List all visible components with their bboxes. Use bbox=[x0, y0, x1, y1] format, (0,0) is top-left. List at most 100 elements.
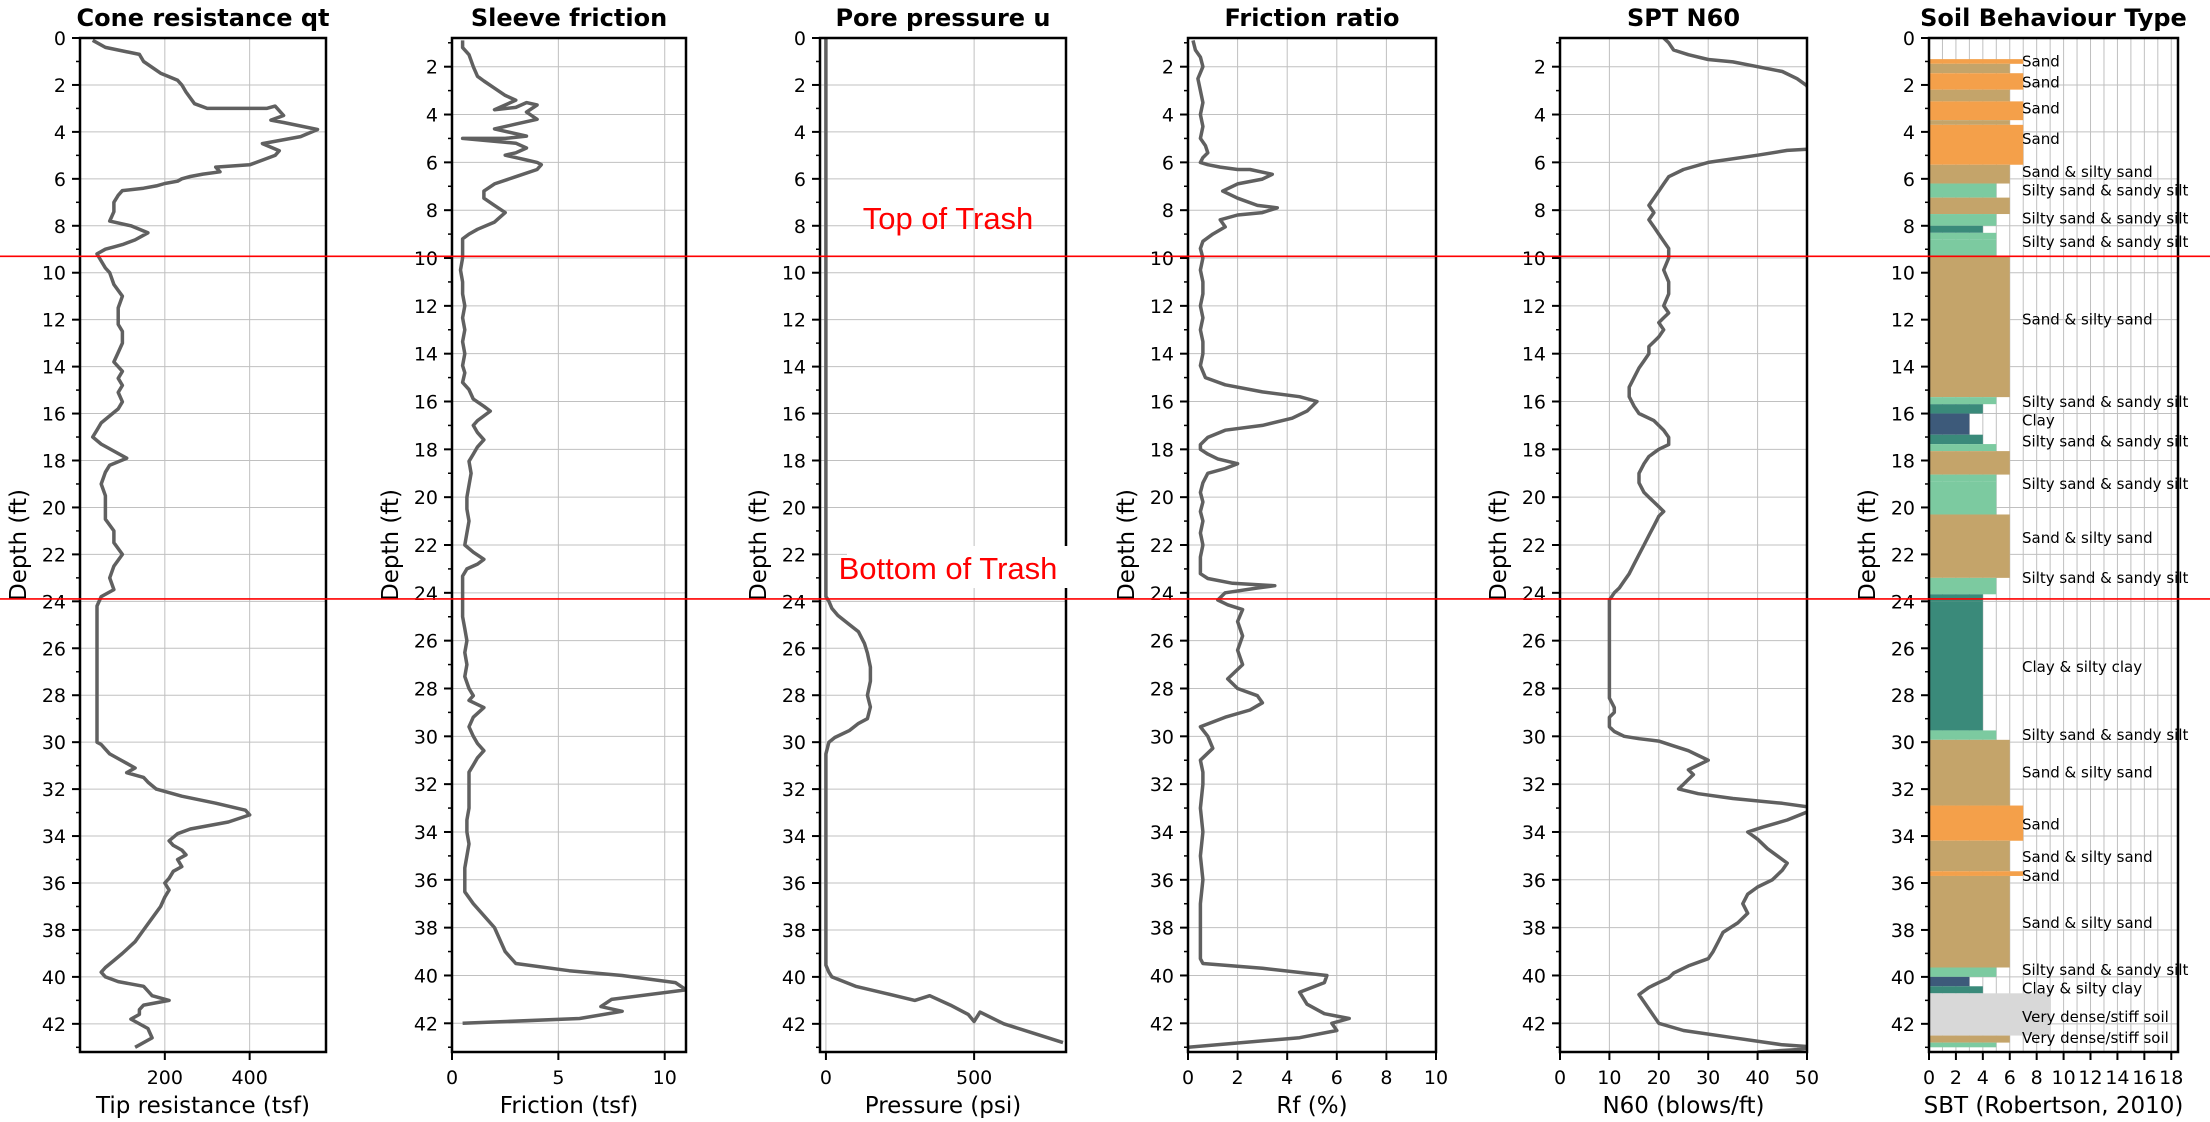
y-tick-label: 26 bbox=[782, 638, 806, 660]
y-tick-label: 12 bbox=[414, 296, 438, 318]
y-tick-label: 2 bbox=[794, 75, 806, 97]
y-tick-label: 32 bbox=[1522, 774, 1546, 796]
sbt-bar bbox=[1929, 976, 1970, 987]
x-tick-label: 500 bbox=[956, 1067, 992, 1089]
sbt-label: Sand bbox=[2022, 74, 2060, 92]
x-tick-label: 40 bbox=[1746, 1067, 1770, 1089]
y-tick-label: 26 bbox=[1150, 631, 1174, 653]
sbt-label: Sand & silty sand bbox=[2022, 764, 2153, 782]
sbt-bar bbox=[1929, 397, 1997, 405]
y-tick-label: 40 bbox=[1150, 965, 1174, 987]
y-tick-label: 16 bbox=[42, 404, 66, 426]
y-tick-label: 0 bbox=[794, 28, 806, 50]
x-tick-label: 400 bbox=[232, 1067, 268, 1089]
sbt-bar bbox=[1929, 256, 2010, 398]
series-line bbox=[824, 38, 1064, 1045]
y-tick-label: 38 bbox=[42, 920, 66, 942]
x-ticks: 0 5 10 bbox=[446, 1052, 677, 1089]
y-tick-label: 42 bbox=[1891, 1014, 1915, 1036]
x-tick-label: 200 bbox=[147, 1067, 183, 1089]
y-tick-label: 42 bbox=[782, 1014, 806, 1036]
series-line bbox=[1188, 39, 1351, 1049]
sbt-bar bbox=[1929, 444, 1997, 452]
y-tick-label: 10 bbox=[1150, 248, 1174, 270]
x-tick-label: 50 bbox=[1795, 1067, 1819, 1089]
sbt-bar bbox=[1929, 730, 1997, 740]
y-tick-label: 20 bbox=[414, 487, 438, 509]
y-tick-label: 24 bbox=[42, 591, 66, 613]
sbt-label: Sand bbox=[2022, 130, 2060, 148]
y-tick-label: 10 bbox=[782, 263, 806, 285]
sbt-label: Sand bbox=[2022, 815, 2060, 833]
sbt-label: Sand & silty sand bbox=[2022, 848, 2153, 866]
y-tick-label: 2 bbox=[1162, 57, 1174, 79]
panel-frame bbox=[818, 36, 1068, 1054]
y-tick-label: 16 bbox=[1522, 392, 1546, 414]
x-tick-label: 16 bbox=[2132, 1067, 2156, 1089]
sbt-bar bbox=[1929, 413, 1970, 435]
sbt-bar bbox=[1929, 993, 2051, 1036]
panel-3: 0246810121416182022242628303234363840420… bbox=[746, 4, 1068, 1119]
y-tick-label: 22 bbox=[42, 544, 66, 566]
y-tick-label: 34 bbox=[42, 826, 66, 848]
y-tick-label: 2 bbox=[1903, 75, 1915, 97]
y-tick-label: 30 bbox=[42, 732, 66, 754]
y-tick-label: 8 bbox=[1534, 200, 1546, 222]
y-tick-label: 30 bbox=[782, 732, 806, 754]
sbt-label: Silty sand & sandy silt bbox=[2022, 182, 2188, 200]
y-tick-label: 32 bbox=[414, 774, 438, 796]
grid bbox=[820, 37, 1066, 1052]
y-tick-label: 26 bbox=[1522, 631, 1546, 653]
y-tick-label: 16 bbox=[1891, 404, 1915, 426]
sbt-bar bbox=[1929, 451, 2010, 475]
sbt-bar bbox=[1929, 59, 2024, 64]
panel-title: Pore pressure u bbox=[835, 4, 1050, 32]
label-bottom-of-trash: Bottom of Trash bbox=[839, 551, 1058, 586]
y-tick-label: 14 bbox=[414, 344, 438, 366]
y-axis-label: Depth (ft) bbox=[1114, 489, 1140, 601]
sbt-label: Silty sand & sandy silt bbox=[2022, 233, 2188, 251]
sbt-label: Clay bbox=[2022, 412, 2055, 430]
y-tick-label: 6 bbox=[1534, 152, 1546, 174]
sbt-bar bbox=[1929, 840, 2010, 872]
y-tick-label: 12 bbox=[1522, 296, 1546, 318]
x-tick-label: 6 bbox=[2004, 1067, 2016, 1089]
y-axis-label: Depth (ft) bbox=[1486, 489, 1512, 601]
y-tick-label: 4 bbox=[1162, 105, 1174, 127]
y-tick-label: 2 bbox=[426, 57, 438, 79]
sbt-bar bbox=[1929, 63, 2010, 74]
y-axis-label: Depth (ft) bbox=[746, 489, 772, 601]
y-tick-label: 26 bbox=[1891, 638, 1915, 660]
y-tick-label: 32 bbox=[1150, 774, 1174, 796]
x-ticks: 0 2 4 6 8 10 bbox=[1182, 1052, 1448, 1089]
y-tick-label: 18 bbox=[414, 439, 438, 461]
x-tick-label: 10 bbox=[653, 1067, 677, 1089]
sbt-label: Silty sand & sandy silt bbox=[2022, 726, 2188, 744]
y-tick-label: 10 bbox=[42, 263, 66, 285]
y-tick-label: 18 bbox=[782, 451, 806, 473]
y-tick-label: 8 bbox=[1903, 216, 1915, 238]
y-tick-label: 14 bbox=[1522, 344, 1546, 366]
sbt-bar bbox=[1929, 124, 2024, 165]
sbt-label: Silty sand & sandy silt bbox=[2022, 433, 2188, 451]
y-tick-label: 8 bbox=[54, 216, 66, 238]
x-ticks: 0 10 20 30 40 50 bbox=[1554, 1052, 1819, 1089]
y-tick-label: 30 bbox=[414, 726, 438, 748]
x-tick-label: 6 bbox=[1331, 1067, 1343, 1089]
y-tick-label: 34 bbox=[1891, 826, 1915, 848]
y-tick-label: 38 bbox=[1891, 920, 1915, 942]
y-tick-label: 36 bbox=[1150, 870, 1174, 892]
y-axis-label: Depth (ft) bbox=[378, 489, 404, 601]
sbt-label: Very dense/stiff soil bbox=[2022, 1008, 2169, 1026]
label-top-of-trash: Top of Trash bbox=[863, 201, 1034, 236]
y-tick-label: 6 bbox=[794, 169, 806, 191]
y-tick-label: 2 bbox=[1534, 57, 1546, 79]
x-tick-label: 8 bbox=[2031, 1067, 2043, 1089]
sbt-bar bbox=[1929, 805, 2024, 841]
y-tick-label: 42 bbox=[1522, 1013, 1546, 1035]
y-tick-label: 32 bbox=[782, 779, 806, 801]
y-tick-label: 10 bbox=[414, 248, 438, 270]
